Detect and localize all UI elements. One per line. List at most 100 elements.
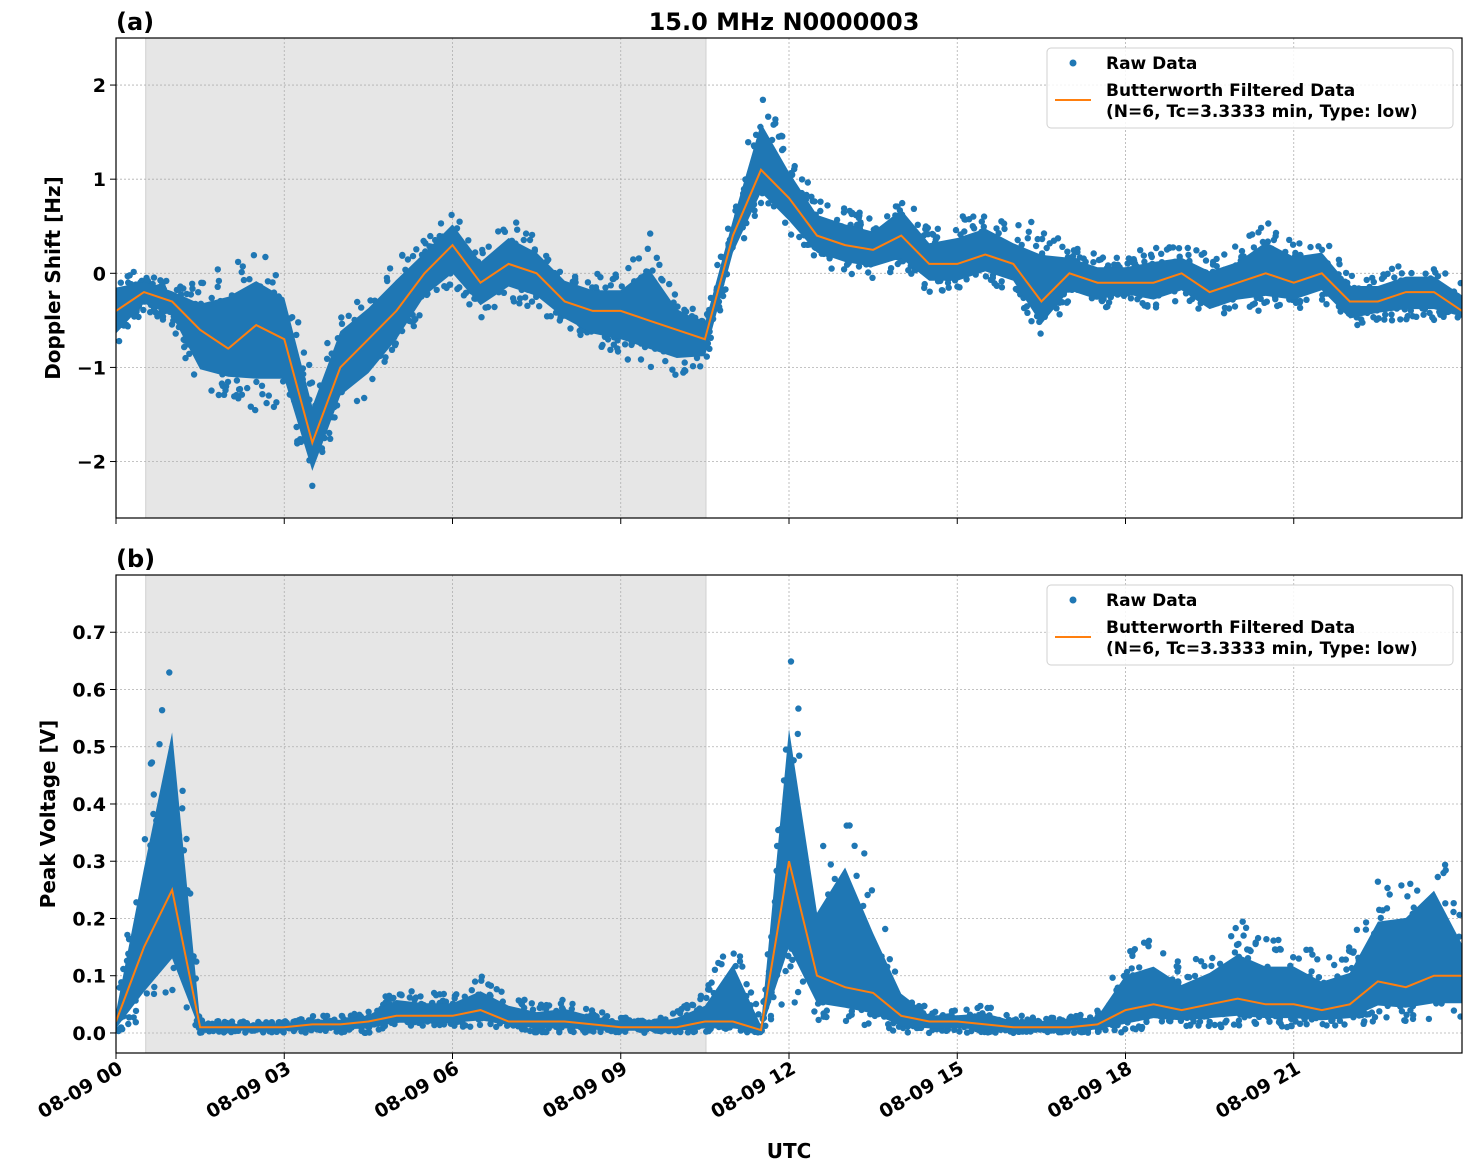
raw-data-point <box>1145 937 1153 944</box>
raw-data-point <box>1450 900 1457 907</box>
raw-data-point <box>467 1023 474 1030</box>
raw-data-point <box>970 213 977 220</box>
raw-data-point <box>468 987 475 994</box>
raw-data-point <box>338 320 346 327</box>
raw-data-point <box>630 256 637 263</box>
raw-data-point <box>855 263 863 270</box>
raw-data-point <box>624 356 631 363</box>
raw-data-point <box>987 1004 994 1011</box>
raw-data-point <box>175 286 182 293</box>
raw-data-point <box>672 371 679 378</box>
raw-data-point <box>921 1002 928 1010</box>
raw-data-point <box>1409 1015 1417 1023</box>
raw-data-point <box>1075 1013 1082 1020</box>
raw-data-point <box>1040 230 1048 237</box>
raw-data-point <box>1175 245 1183 252</box>
raw-data-point <box>778 132 785 139</box>
raw-data-point <box>509 295 517 302</box>
raw-data-point <box>541 1028 549 1036</box>
raw-data-point <box>1318 246 1326 253</box>
legend: Raw Data Butterworth Filtered Data(N=6, T… <box>1046 584 1454 666</box>
raw-data-point <box>116 1026 122 1033</box>
raw-data-point <box>183 835 190 843</box>
raw-data-point <box>1144 303 1151 310</box>
raw-data-point <box>1043 244 1050 252</box>
raw-data-point <box>922 223 930 230</box>
raw-data-point <box>528 1000 535 1007</box>
raw-data-point <box>1442 900 1449 907</box>
raw-data-point <box>982 273 990 280</box>
raw-data-point <box>412 994 419 1001</box>
raw-data-point <box>263 399 270 407</box>
y-tick-label: 0.4 <box>72 794 106 816</box>
raw-data-point <box>666 280 673 288</box>
raw-data-point <box>831 875 838 883</box>
raw-data-point <box>528 298 536 305</box>
raw-data-point <box>980 213 988 220</box>
raw-data-point <box>956 284 963 291</box>
raw-data-point <box>584 279 592 286</box>
raw-data-point <box>1193 247 1200 254</box>
raw-data-point <box>398 992 405 999</box>
raw-data-point <box>1014 236 1021 244</box>
raw-data-point <box>1183 1022 1190 1030</box>
raw-data-point <box>739 963 746 970</box>
raw-data-point <box>1147 251 1155 258</box>
raw-data-point <box>618 283 625 290</box>
raw-data-point <box>824 202 831 209</box>
raw-data-point <box>1315 974 1323 981</box>
raw-data-point <box>1331 961 1338 969</box>
raw-data-point <box>533 1027 540 1035</box>
raw-data-point <box>1153 244 1160 252</box>
raw-data-point <box>1064 248 1071 255</box>
raw-data-point <box>1381 316 1388 323</box>
raw-data-point <box>410 322 417 330</box>
raw-data-point <box>804 179 811 186</box>
raw-data-point <box>536 1004 543 1011</box>
raw-data-point <box>244 384 251 392</box>
raw-data-point <box>1408 269 1415 277</box>
raw-data-point <box>765 200 772 207</box>
raw-data-point <box>456 218 463 225</box>
raw-data-point <box>939 287 946 294</box>
raw-data-point <box>1242 924 1250 931</box>
raw-data-point <box>323 1012 331 1020</box>
raw-data-point <box>1192 955 1200 963</box>
raw-data-point <box>524 302 531 309</box>
raw-data-point <box>1309 951 1316 958</box>
raw-data-point <box>306 361 313 369</box>
raw-data-point <box>1398 882 1405 889</box>
raw-data-point <box>306 380 313 387</box>
raw-data-point <box>199 279 207 287</box>
raw-data-point <box>840 205 848 212</box>
raw-data-point <box>500 289 508 296</box>
raw-data-point <box>787 963 794 970</box>
raw-data-point <box>1323 1022 1330 1029</box>
raw-data-point <box>215 277 223 285</box>
raw-data-point <box>1341 1021 1348 1028</box>
raw-data-point <box>1272 296 1279 303</box>
y-tick-label: 1 <box>93 169 106 191</box>
raw-data-point <box>382 354 389 361</box>
raw-data-point <box>324 339 331 347</box>
raw-data-point <box>1003 1011 1010 1019</box>
raw-data-point <box>1232 243 1239 250</box>
raw-data-point <box>796 752 803 759</box>
raw-data-point <box>1001 225 1008 233</box>
raw-data-point <box>868 887 876 894</box>
raw-data-point <box>1434 873 1442 881</box>
raw-data-point <box>1384 884 1391 892</box>
raw-data-point <box>638 1018 645 1025</box>
raw-data-point <box>156 741 163 748</box>
raw-data-point <box>125 1014 133 1021</box>
raw-data-point <box>478 977 485 984</box>
raw-data-point <box>736 953 744 960</box>
raw-data-point <box>571 273 579 280</box>
raw-data-point <box>482 304 489 311</box>
raw-data-point <box>294 440 301 447</box>
raw-data-point <box>427 232 434 240</box>
raw-data-point <box>1323 301 1330 308</box>
raw-data-point <box>961 216 968 223</box>
raw-data-point <box>848 270 855 278</box>
raw-data-point <box>1140 939 1148 946</box>
